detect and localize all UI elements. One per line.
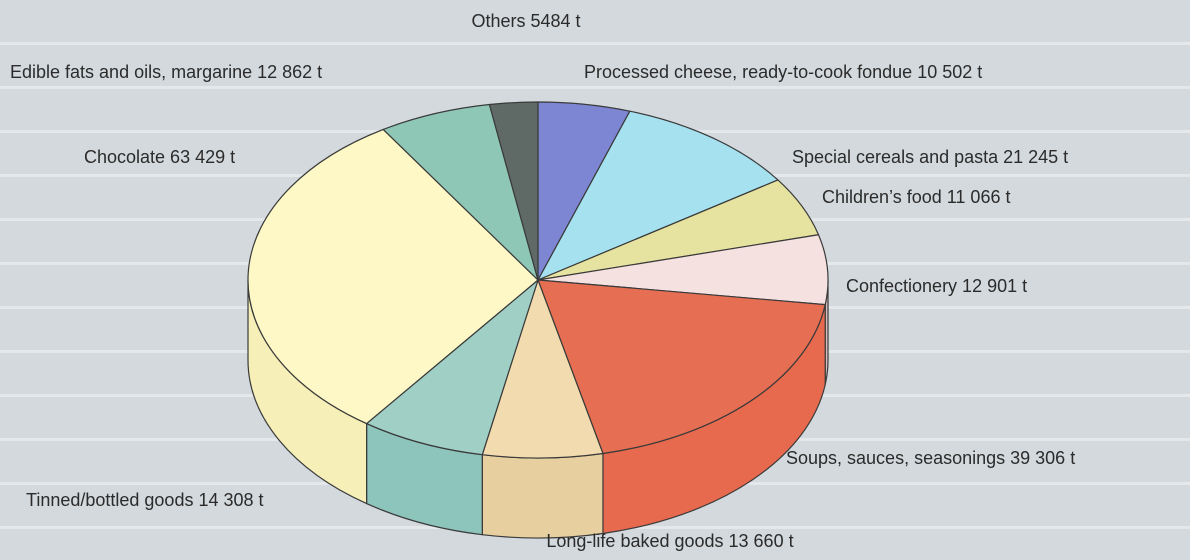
slice-label-special-cereals: Special cereals and pasta 21 245 t (792, 147, 1068, 167)
background-stripe (0, 42, 1190, 45)
pie-slice-special-cereals-and-pasta (537, 110, 779, 281)
pie-slice-edible-fats-and-oils-margarine (382, 103, 539, 281)
background-stripe (0, 86, 1190, 89)
pie-slice-soups-sauces-seasonings (537, 279, 826, 455)
slice-label-confectionery: Confectionery 12 901 t (846, 276, 1027, 296)
slice-label-soups-sauces: Soups, sauces, seasonings 39 306 t (786, 448, 1075, 468)
pie-slice-others (488, 101, 539, 281)
pie-slice-long-life-baked-goods (481, 279, 604, 459)
slice-label-others: Others 5484 t (471, 11, 580, 31)
slice-label-processed-cheese: Processed cheese, ready-to-cook fondue 1… (584, 62, 982, 82)
pie-slice-chocolate (247, 128, 539, 425)
slice-label-childrens-food: Children’s food 11 066 t (822, 187, 1010, 207)
pie-top-faces (247, 101, 829, 459)
slice-label-edible-fats: Edible fats and oils, margarine 12 862 t (10, 62, 322, 82)
pie-slice-tinned-bottled-goods (366, 279, 539, 456)
slice-label-tinned-goods: Tinned/bottled goods 14 308 t (26, 490, 264, 510)
slice-label-chocolate: Chocolate 63 429 t (84, 147, 235, 167)
pie-slice-confectionery (537, 234, 829, 306)
pie-side-long-life-baked-goods (481, 452, 604, 539)
slice-label-long-life-baked: Long-life baked goods 13 660 t (546, 531, 793, 551)
